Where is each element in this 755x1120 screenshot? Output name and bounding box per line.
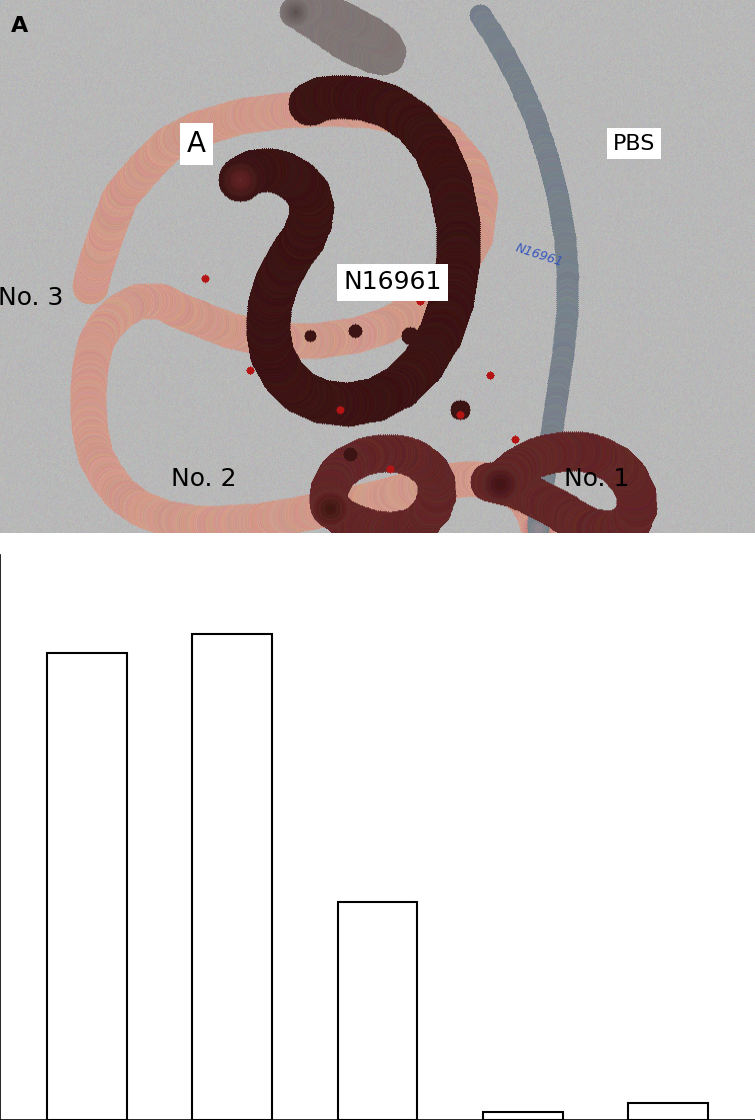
- Bar: [628, 1103, 708, 1120]
- Text: No. 1: No. 1: [564, 467, 629, 492]
- Bar: [337, 903, 418, 1120]
- Bar: [193, 634, 273, 1120]
- Text: PBS: PBS: [613, 133, 655, 153]
- Bar: [482, 1111, 562, 1120]
- Text: N16961: N16961: [513, 242, 565, 270]
- Text: A: A: [186, 130, 206, 158]
- Text: No. 2: No. 2: [171, 467, 236, 492]
- Bar: [48, 653, 127, 1120]
- Text: N16961: N16961: [344, 270, 442, 295]
- Text: No. 3: No. 3: [0, 287, 63, 310]
- Text: A: A: [11, 16, 29, 36]
